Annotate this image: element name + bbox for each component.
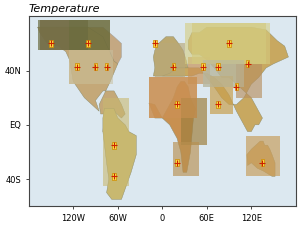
Bar (75, 63, 79, 70)
Bar (153, 40, 157, 47)
Bar (216, 101, 220, 108)
Bar (235, 84, 238, 90)
Bar (184, 23, 270, 64)
Bar (203, 60, 244, 87)
Bar (181, 98, 207, 145)
Bar (70, 50, 112, 84)
Polygon shape (103, 109, 136, 199)
Bar (94, 63, 97, 70)
Bar (86, 40, 90, 47)
Bar (70, 20, 110, 50)
Bar (103, 98, 129, 186)
Bar (175, 101, 179, 108)
Bar (216, 63, 220, 70)
Bar (109, 159, 128, 186)
Bar (70, 50, 110, 84)
Bar (192, 23, 266, 64)
Bar (203, 60, 240, 87)
Bar (227, 40, 231, 47)
Bar (261, 159, 264, 166)
Polygon shape (38, 27, 122, 68)
Bar (175, 159, 179, 166)
Bar (155, 43, 184, 77)
Bar (40, 20, 70, 50)
Bar (149, 77, 197, 118)
Bar (149, 77, 197, 118)
Bar (236, 64, 262, 98)
Bar (38, 20, 88, 50)
Bar (246, 60, 250, 67)
Bar (173, 143, 200, 176)
Bar (112, 173, 116, 180)
Polygon shape (153, 37, 188, 76)
Bar (188, 57, 211, 84)
Bar (49, 40, 53, 47)
Bar (211, 76, 233, 114)
Polygon shape (38, 27, 125, 132)
Bar (246, 136, 280, 176)
Bar (201, 63, 205, 70)
Bar (172, 63, 175, 70)
Polygon shape (247, 141, 275, 176)
Polygon shape (149, 81, 196, 172)
Bar (112, 142, 116, 148)
Text: Temperature: Temperature (29, 4, 100, 14)
Polygon shape (162, 27, 288, 132)
Bar (105, 63, 109, 70)
